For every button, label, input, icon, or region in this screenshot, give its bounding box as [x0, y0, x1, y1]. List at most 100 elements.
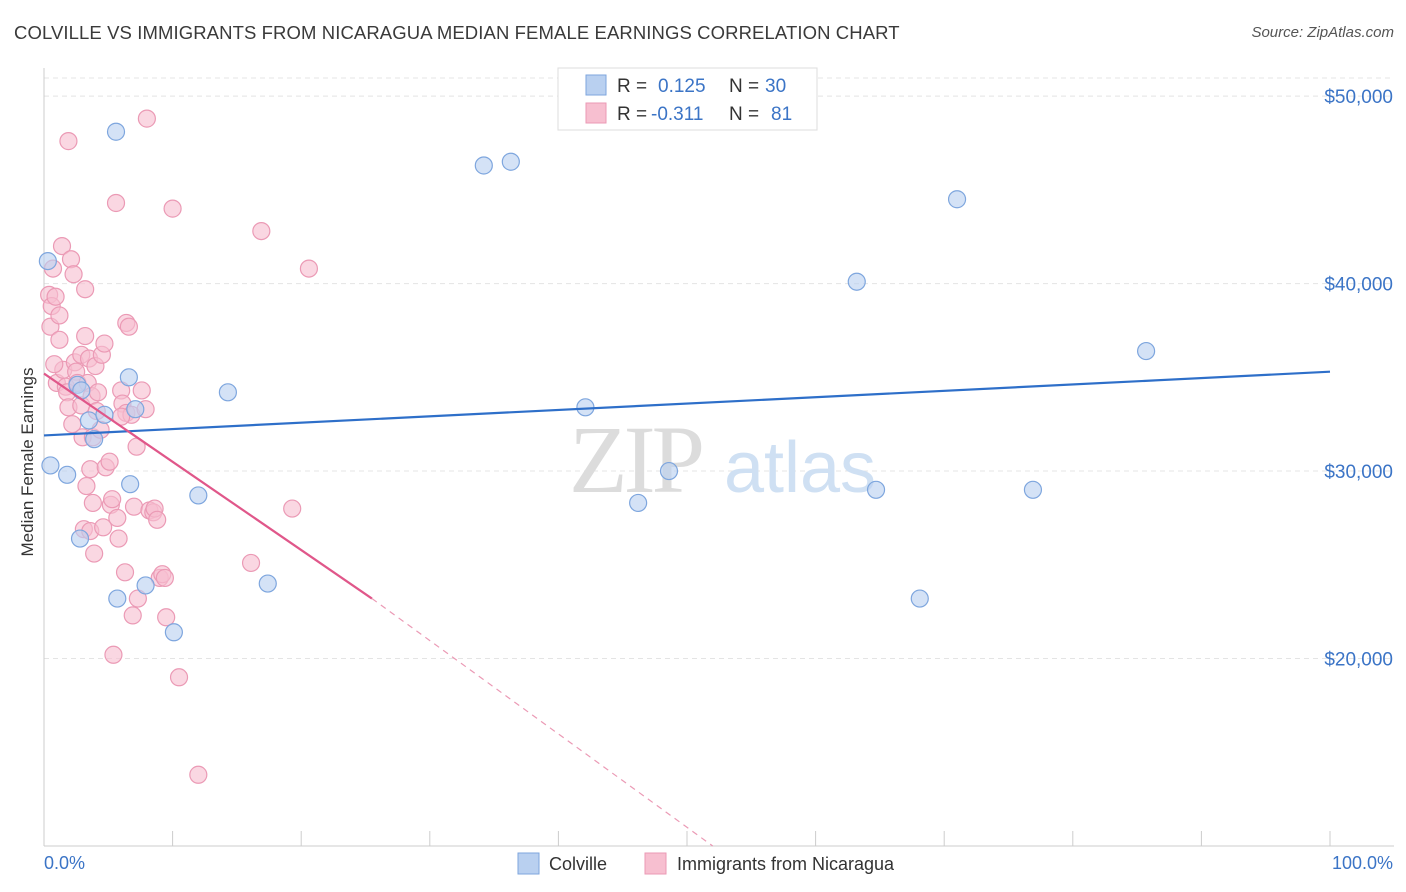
nicaragua-point: [115, 563, 135, 582]
colville-point: [121, 475, 140, 494]
colville-point: [38, 251, 57, 271]
nicaragua-point: [252, 221, 271, 241]
colville-point: [85, 430, 104, 449]
grid-lines: [44, 77, 1394, 660]
nicaragua-point: [76, 280, 95, 299]
colville-point: [1023, 480, 1043, 499]
stats-n-value-blue: 30: [765, 76, 786, 97]
axes: [43, 68, 1394, 847]
nicaragua-point: [50, 330, 69, 349]
colville-point: [847, 272, 866, 291]
stats-legend-swatch-pink: [585, 102, 607, 124]
nicaragua-point: [283, 499, 302, 518]
trend-lines: [43, 370, 1331, 847]
colville-point: [79, 411, 99, 430]
colville-point: [108, 589, 127, 608]
nicaragua-point: [137, 109, 156, 128]
nicaragua-point: [109, 529, 128, 548]
nicaragua-point: [50, 306, 69, 325]
nicaragua-point: [100, 452, 119, 471]
colville-point: [1137, 341, 1156, 361]
nicaragua-point: [81, 460, 100, 479]
colville-point: [119, 368, 138, 387]
nicaragua-point: [132, 381, 151, 400]
y-tick-label: $50,000: [1324, 87, 1393, 108]
colville-point: [41, 456, 60, 475]
colville-point: [501, 152, 520, 171]
colville-point: [866, 480, 886, 499]
nicaragua-point: [163, 199, 182, 218]
nicaragua-point: [299, 259, 319, 278]
x-axis-ticks: [43, 831, 1331, 846]
y-tick-label: $30,000: [1324, 462, 1393, 483]
colville-point: [126, 400, 145, 419]
stats-n-label-blue: N =: [729, 76, 759, 97]
stats-n-value-pink: 81: [771, 104, 792, 125]
nicaragua-point: [88, 383, 108, 402]
nicaragua-point: [64, 265, 83, 284]
colville-point: [106, 122, 126, 141]
series-nicaragua-points: [40, 109, 319, 784]
colville-point: [910, 589, 929, 608]
nicaragua-point: [108, 508, 127, 528]
nicaragua-point: [83, 493, 102, 513]
stats-n-label-pink: N =: [729, 104, 759, 125]
nicaragua-point: [148, 510, 167, 529]
colville-point: [629, 493, 648, 513]
nicaragua-point: [123, 606, 142, 625]
nicaragua-point: [76, 326, 95, 346]
series-colville-points: [38, 122, 1156, 642]
nicaragua-trend-extension: [371, 598, 714, 847]
nicaragua-point: [45, 355, 64, 374]
x-tick-label-max: 100.0%: [1332, 853, 1393, 873]
nicaragua-point: [169, 668, 189, 687]
nicaragua-point: [77, 476, 96, 496]
nicaragua-point: [241, 553, 261, 573]
nicaragua-point: [119, 317, 138, 336]
nicaragua-point: [157, 608, 176, 627]
colville-point: [189, 486, 208, 505]
nicaragua-point: [124, 497, 144, 516]
nicaragua-point: [46, 287, 65, 306]
nicaragua-point: [52, 236, 72, 256]
nicaragua-point: [95, 334, 114, 353]
series-legend-label-colville: Colville: [549, 854, 607, 874]
nicaragua-point: [61, 250, 81, 269]
y-tick-labels: $20,000 $30,000 $40,000 $50,000: [1324, 87, 1393, 670]
stats-legend-swatch-blue: [585, 74, 607, 96]
nicaragua-point: [104, 645, 123, 664]
stats-r-value-pink: -0.311: [651, 104, 703, 125]
chart-title: COLVILLE VS IMMIGRANTS FROM NICARAGUA ME…: [14, 22, 900, 43]
nicaragua-point: [59, 132, 78, 151]
colville-point: [58, 465, 77, 484]
stats-r-label-pink: R =: [617, 104, 647, 125]
series-legend-swatch-nicaragua: [644, 852, 667, 875]
stats-legend: R = 0.125 N = 30 R = -0.311 N = 81: [557, 67, 818, 131]
colville-point: [947, 190, 967, 209]
nicaragua-point: [94, 518, 113, 537]
colville-point: [164, 623, 183, 642]
nicaragua-point: [189, 765, 208, 784]
colville-point: [136, 576, 155, 595]
series-legend: Colville Immigrants from Nicaragua: [517, 852, 895, 875]
series-legend-label-nicaragua: Immigrants from Nicaragua: [677, 854, 895, 874]
colville-point: [218, 383, 237, 402]
colville-point: [659, 461, 679, 481]
stats-r-value-blue: 0.125: [658, 76, 706, 97]
y-tick-label: $40,000: [1324, 275, 1393, 296]
series-legend-swatch-colville: [517, 852, 540, 875]
colville-trend-line: [43, 370, 1331, 437]
stats-r-label-blue: R =: [617, 76, 647, 97]
colville-point: [258, 574, 277, 593]
nicaragua-point: [106, 193, 126, 213]
source-credit: Source: ZipAtlas.com: [1251, 24, 1394, 41]
y-axis-label: Median Female Earnings: [18, 368, 37, 557]
nicaragua-trend-line: [43, 372, 373, 600]
nicaragua-point: [155, 568, 174, 588]
colville-point: [474, 156, 493, 175]
watermark-atlas: atlas: [724, 428, 876, 508]
nicaragua-point: [103, 490, 122, 509]
nicaragua-point: [85, 544, 104, 563]
colville-point: [70, 529, 90, 548]
